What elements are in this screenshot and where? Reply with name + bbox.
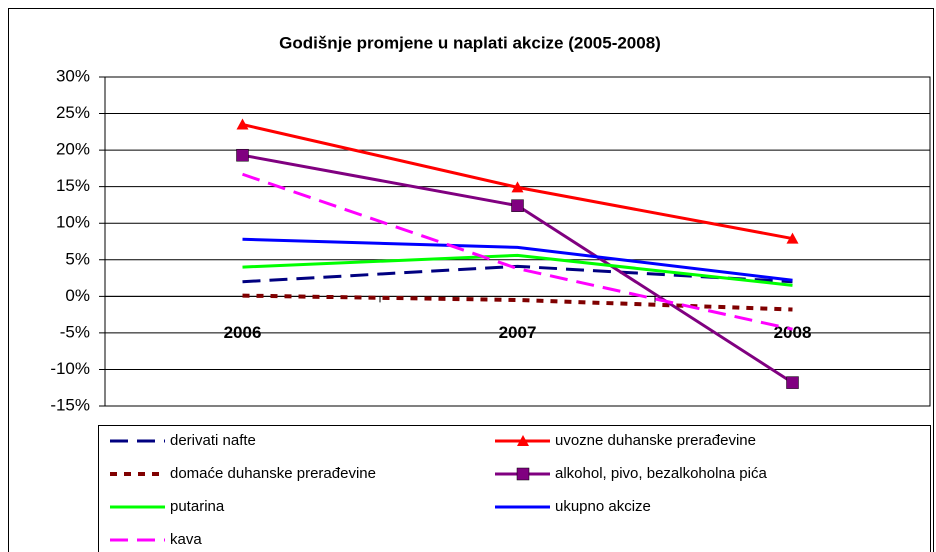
legend-label: putarina <box>170 498 225 515</box>
series-line <box>242 172 793 331</box>
x-tick-label: 2006 <box>224 323 262 342</box>
x-tick-label: 2008 <box>774 323 812 342</box>
legend-label: alkohol, pivo, bezalkoholna pića <box>555 465 767 482</box>
legend-box <box>98 425 931 552</box>
data-point <box>236 118 249 130</box>
y-tick-label: 15% <box>56 176 90 195</box>
legend-label: ukupno akcize <box>555 498 651 515</box>
x-tick-label: 2007 <box>499 323 537 342</box>
data-point <box>511 199 524 212</box>
y-tick-label: 30% <box>56 66 90 85</box>
y-tick-label: -5% <box>60 322 90 341</box>
legend-label: derivati nafte <box>170 432 256 449</box>
legend-marker <box>517 435 529 446</box>
data-point <box>236 148 249 162</box>
y-tick-label: 20% <box>56 140 90 159</box>
y-tick-label: -10% <box>50 359 90 378</box>
legend-marker <box>516 467 530 481</box>
legend-label: uvozne duhanske prerađevine <box>555 432 756 449</box>
legend-label: kava <box>170 531 202 548</box>
series-line <box>242 237 793 282</box>
data-point <box>511 181 524 193</box>
y-tick-label: 0% <box>65 286 90 305</box>
legend-label: domaće duhanske prerađevine <box>170 465 376 482</box>
data-point <box>786 232 799 244</box>
series-line <box>242 253 793 287</box>
y-tick-label: 10% <box>56 213 90 232</box>
data-point <box>786 376 799 389</box>
plot-border <box>104 76 931 407</box>
y-tick-label: -15% <box>50 395 90 414</box>
chart-title: Godišnje promjene u naplati akcize (2005… <box>279 33 661 52</box>
y-tick-label: 25% <box>56 103 90 122</box>
y-tick-label: 5% <box>65 249 90 268</box>
